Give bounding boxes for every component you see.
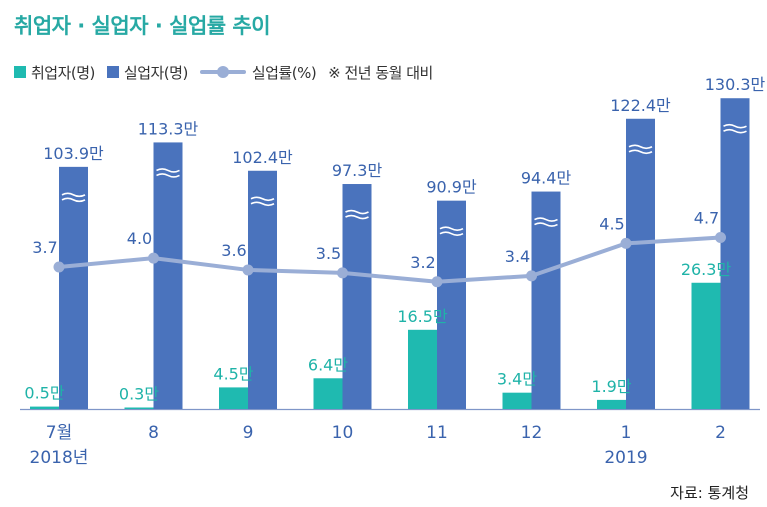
employed-bar — [30, 406, 59, 409]
axis-break-mark — [345, 209, 369, 215]
year-label: 2018년 — [30, 448, 89, 468]
axis-break-mark — [250, 201, 275, 207]
legend-unemployed-label: 실업자(명) — [123, 63, 188, 82]
employed-value-label: 4.5만 — [213, 364, 253, 383]
employed-bar — [219, 387, 248, 409]
x-tick-label: 7월 — [46, 423, 72, 443]
legend-unemployed: 실업자(명) — [106, 62, 188, 83]
employed-value-label: 0.3만 — [119, 385, 159, 404]
axis-break-mark — [628, 149, 653, 155]
x-tick-label: 1 — [621, 423, 632, 443]
unemployed-value-label: 94.4만 — [521, 169, 572, 188]
unemployed-value-label: 97.3만 — [332, 161, 383, 180]
rate-value-label: 4.5 — [599, 214, 624, 233]
unemployed-bar — [248, 170, 277, 409]
axis-break-mark — [628, 144, 653, 150]
employed-bar — [597, 399, 626, 409]
legend-unemployed-swatch — [106, 66, 119, 78]
axis-break-mark — [723, 128, 747, 134]
employed-bar — [691, 282, 721, 409]
rate-point — [242, 264, 254, 276]
unemployed-bar — [626, 118, 655, 409]
unemployed-value-label: 90.9만 — [426, 178, 477, 197]
employed-bar — [408, 329, 437, 409]
employed-value-label: 16.5만 — [397, 307, 448, 326]
rate-value-label: 4.0 — [127, 229, 152, 248]
unemployed-bar — [531, 191, 561, 409]
employed-value-label: 0.5만 — [24, 384, 64, 403]
axis-break-mark — [439, 226, 464, 231]
unemployed-value-label: 102.4만 — [232, 148, 293, 167]
unemployed-bar — [59, 166, 88, 409]
legend-rate-swatch — [199, 66, 246, 78]
employed-bar — [313, 378, 343, 409]
employed-value-label: 3.4만 — [497, 370, 537, 389]
unemployed-value-label: 130.3만 — [705, 75, 766, 94]
legend-rate-label: 실업률(%) — [251, 63, 317, 82]
rate-value-label: 3.2 — [410, 253, 435, 272]
legend-employed: 취업자(명) — [14, 62, 95, 83]
x-tick-label: 9 — [243, 423, 254, 443]
unemployed-bar — [342, 184, 372, 409]
x-tick-label: 11 — [426, 423, 448, 443]
rate-value-label: 3.7 — [32, 238, 57, 257]
rate-point — [620, 237, 632, 249]
legend: 취업자(명) 실업자(명) 실업률(%) ※ 전년 동월 대비 — [14, 60, 445, 84]
x-tick-label: 2 — [715, 423, 726, 443]
employed-bar — [124, 407, 154, 409]
axis-break-mark — [345, 214, 369, 220]
rate-point — [526, 270, 537, 282]
legend-employed-label: 취업자(명) — [31, 63, 95, 82]
unemployed-bar — [153, 142, 183, 410]
rate-point — [148, 252, 159, 264]
rate-point — [431, 276, 443, 288]
rate-value-label: 3.4 — [505, 247, 530, 266]
unemployed-value-label: 113.3만 — [138, 119, 199, 138]
axis-break-mark — [534, 217, 558, 222]
axis-break-mark — [156, 168, 180, 173]
legend-rate: 실업률(%) — [199, 62, 317, 83]
unemployed-bar — [720, 98, 750, 409]
axis-break-mark — [439, 231, 464, 236]
unemployed-value-label: 122.4만 — [610, 96, 671, 115]
axis-break-mark — [250, 196, 275, 202]
legend-employed-swatch — [14, 66, 26, 78]
rate-point — [715, 232, 726, 243]
rate-value-label: 4.7 — [694, 209, 719, 228]
legend-note: ※ 전년 동월 대비 — [328, 63, 433, 82]
axis-break-mark — [534, 222, 558, 227]
rate-value-label: 3.6 — [221, 241, 246, 260]
employed-bar — [502, 392, 532, 409]
source-note: 자료: 통계청 — [670, 484, 749, 502]
rate-value-label: 3.5 — [316, 244, 341, 263]
rate-line — [57, 235, 723, 284]
unemployed-value-label: 103.9만 — [43, 144, 104, 163]
axis-break-mark — [156, 173, 180, 178]
x-tick-label: 8 — [148, 423, 159, 443]
rate-point — [53, 261, 65, 273]
x-tick-label: 10 — [332, 423, 354, 443]
year-label: 2019 — [604, 448, 647, 468]
axis-break-mark — [723, 123, 747, 129]
employed-value-label: 26.3만 — [681, 260, 732, 279]
axis-break-mark — [61, 192, 86, 198]
unemployed-bar — [437, 200, 466, 409]
rate-point — [337, 267, 348, 279]
axis-break-mark — [61, 197, 86, 203]
employed-value-label: 1.9만 — [591, 377, 631, 396]
employed-value-label: 6.4만 — [308, 355, 348, 374]
chart-title: 취업자 · 실업자 · 실업률 추이 — [14, 14, 271, 38]
x-tick-label: 12 — [521, 423, 543, 443]
